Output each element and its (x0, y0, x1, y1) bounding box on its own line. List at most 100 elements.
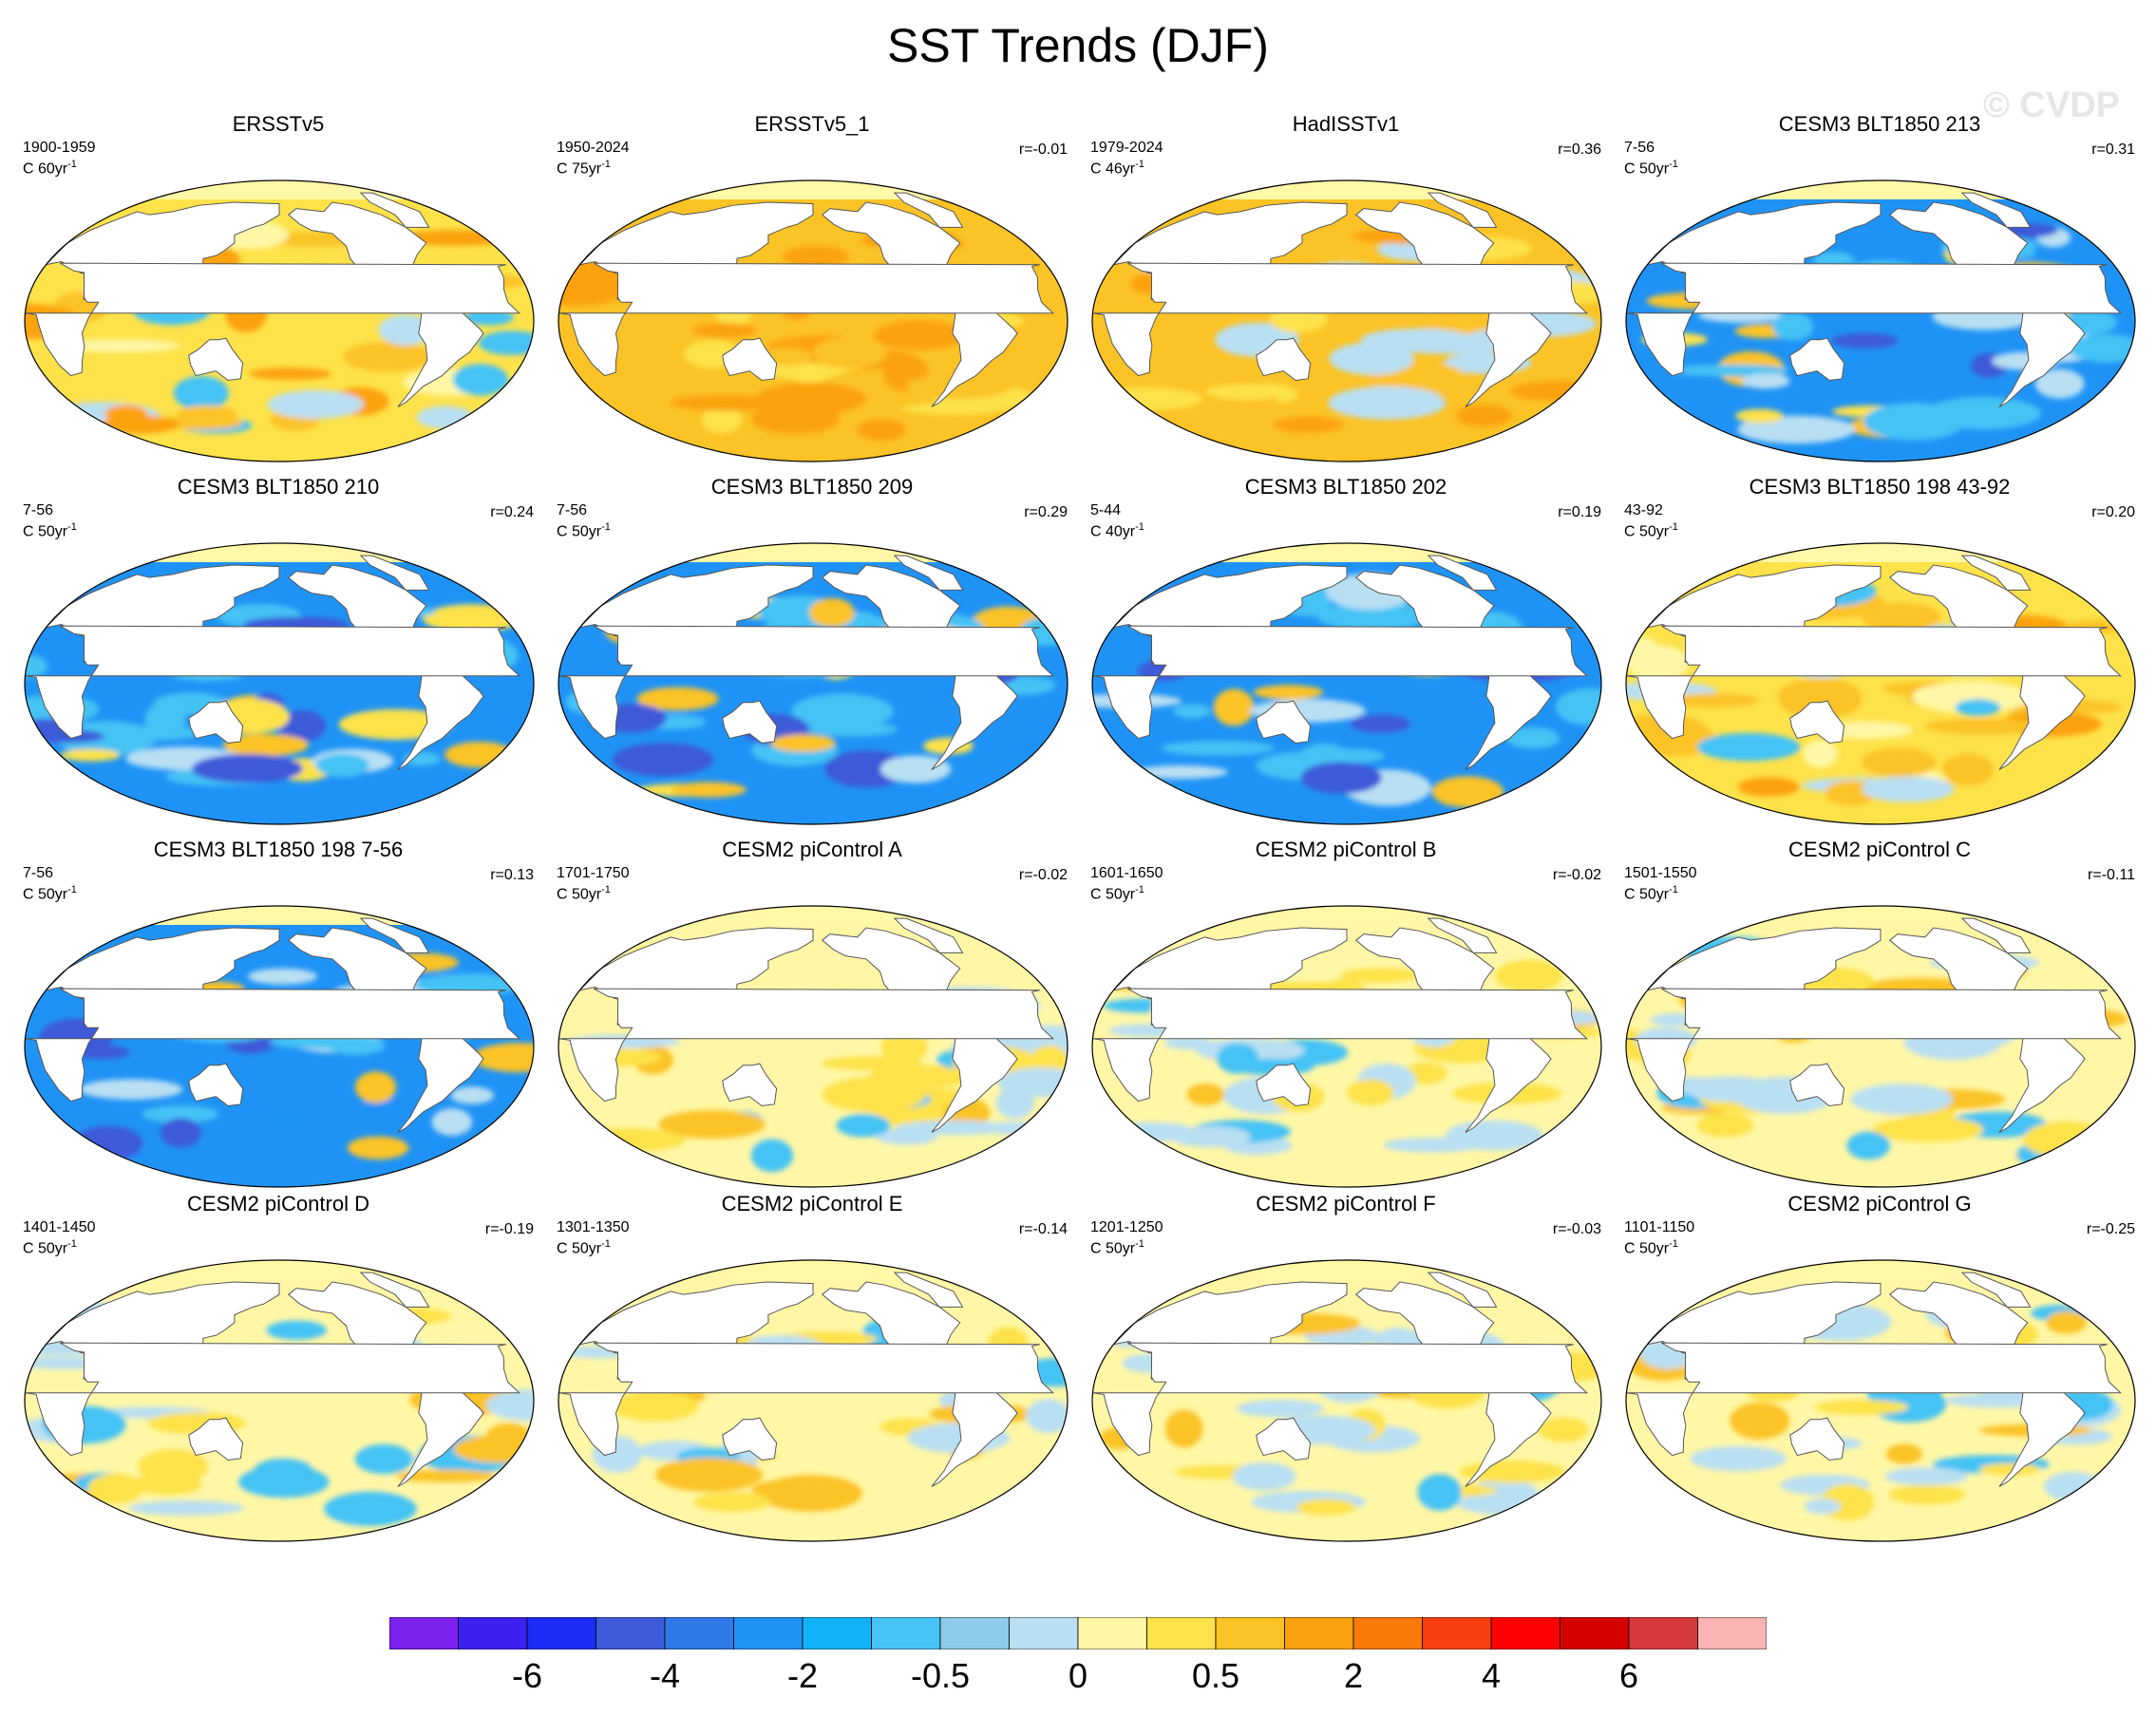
panel-title: ERSSTv5 (232, 112, 325, 136)
sst-anomaly-patch (1863, 403, 1966, 441)
panel-units: C 50yr-1 (557, 1238, 611, 1257)
sst-anomaly-patch (485, 1389, 534, 1422)
colorbar-tick-label: -2 (786, 1656, 819, 1695)
sst-trend-map (1625, 542, 2136, 825)
map-panel: CESM3 BLT1850 210 7-56 C 50yr-1 r=0.24 (11, 475, 545, 855)
sst-anomaly-patch (836, 1114, 891, 1138)
arctic-region (1092, 180, 1601, 199)
sst-anomaly-patch (266, 1320, 327, 1340)
sst-anomaly-patch (1505, 726, 1560, 749)
sst-anomaly-patch (1730, 1402, 1790, 1440)
map-border (1091, 179, 1602, 462)
map-panel: ERSSTv5 1900-1959 C 60yr-1 (11, 112, 545, 492)
greenland-landmass (1427, 192, 1498, 228)
australia-landmass (1789, 1063, 1845, 1107)
map-border (558, 1259, 1069, 1542)
sst-anomaly-patch (1431, 776, 1504, 808)
sst-anomaly-patch (1026, 1399, 1068, 1434)
colorbar-swatch (1352, 1617, 1423, 1649)
pattern-correlation: r=-0.02 (1552, 867, 1601, 883)
sst-anomaly-patch (1213, 688, 1255, 726)
colorbar-swatch (1077, 1617, 1147, 1649)
units-prefix: C (1090, 1240, 1106, 1257)
colorbar (389, 1617, 1767, 1649)
map-panel: CESM2 piControl A 1701-1750 C 50yr-1 r=-0.0… (545, 838, 1079, 1217)
map-panel: CESM2 piControl D 1401-1450 C 50yr-1 r=-0.1… (11, 1192, 545, 1572)
pattern-correlation: r=-0.11 (2088, 867, 2135, 883)
panel-units: C 50yr-1 (557, 884, 611, 903)
colorbar-swatch (664, 1617, 734, 1649)
arctic-region (25, 180, 534, 199)
australia-landmass (722, 1063, 778, 1107)
pattern-correlation: r=0.19 (1558, 504, 1601, 520)
units-period: 46yr (1106, 160, 1136, 178)
colorbar-swatch (1628, 1617, 1698, 1649)
units-prefix: C (557, 1240, 572, 1257)
sst-anomaly-patch (857, 419, 906, 442)
sst-trend-map (558, 179, 1069, 462)
map-border (24, 905, 535, 1188)
panel-period: 1950-2024 (557, 140, 630, 156)
australia-landmass (1256, 1417, 1312, 1461)
units-prefix: C (1624, 160, 1639, 178)
sst-anomaly-patch (808, 597, 855, 628)
africa-landmass (1092, 625, 1588, 740)
sst-anomaly-patch (1295, 1498, 1357, 1516)
map-panel: CESM2 piControl B 1601-1650 C 50yr-1 r=-0.0… (1079, 838, 1613, 1217)
sst-anomaly-patch (693, 1492, 771, 1513)
panel-units: C 50yr-1 (1624, 159, 1678, 178)
units-period: 50yr (572, 886, 602, 903)
colorbar-swatch (1697, 1617, 1767, 1649)
panel-units: C 50yr-1 (23, 1238, 77, 1257)
sst-anomaly-patch (1955, 699, 2001, 716)
sst-anomaly-patch (1340, 968, 1421, 983)
sst-anomaly-patch (1555, 688, 1601, 726)
units-period: 50yr (1639, 1240, 1670, 1257)
sst-anomaly-patch (472, 1043, 534, 1073)
panel-title: HadISSTv1 (1292, 112, 1400, 136)
sst-anomaly-patch (906, 373, 1013, 399)
africa-landmass (558, 262, 1054, 377)
sst-anomaly-patch (324, 1491, 417, 1527)
panel-period: 43-92 (1624, 502, 1663, 518)
panel-title: CESM3 BLT1850 202 (1244, 475, 1447, 499)
sst-anomaly-patch (2034, 368, 2085, 399)
sst-anomaly-patch (100, 415, 180, 434)
africa-landmass (1626, 1342, 2122, 1457)
greenland-landmass (359, 192, 430, 228)
panel-period: 1900-1959 (23, 140, 96, 156)
sst-anomaly-patch (1232, 1461, 1296, 1491)
colorbar-tick-label: 0 (1068, 1656, 1088, 1695)
africa-landmass (1626, 988, 2122, 1102)
panel-title: CESM3 BLT1850 213 (1778, 112, 1981, 136)
sst-anomaly-patch (73, 1125, 143, 1160)
units-period: 50yr (1639, 160, 1670, 178)
sst-trend-map (558, 542, 1069, 825)
sst-anomaly-patch (267, 389, 364, 419)
units-prefix: C (557, 160, 572, 178)
sst-anomaly-patch (1889, 1484, 1965, 1505)
sst-anomaly-patch (1092, 289, 1149, 318)
sst-anomaly-patch (1741, 373, 1790, 389)
panel-period: 1401-1450 (23, 1219, 96, 1235)
sst-anomaly-patch (1862, 776, 1955, 802)
panel-units: C 60yr-1 (23, 159, 77, 178)
colorbar-swatch (526, 1617, 596, 1649)
sst-anomaly-patch (1133, 764, 1228, 780)
sst-trend-map (1625, 179, 2136, 462)
pattern-correlation: r=-0.25 (2086, 1221, 2135, 1237)
panel-title: CESM2 piControl F (1256, 1192, 1436, 1216)
arctic-region (25, 906, 534, 925)
greenland-landmass (1960, 555, 2032, 591)
australia-landmass (188, 1063, 244, 1107)
sst-anomaly-patch (873, 320, 966, 350)
pattern-correlation: r=-0.03 (1552, 1221, 1601, 1237)
panel-title: ERSSTv5_1 (754, 112, 870, 136)
colorbar-swatch (1215, 1617, 1285, 1649)
map-border (1091, 905, 1602, 1188)
sst-anomaly-patch (80, 1079, 183, 1100)
greenland-landmass (359, 555, 430, 591)
panel-period: 7-56 (23, 865, 54, 881)
australia-landmass (188, 337, 244, 382)
colorbar-swatch (1560, 1617, 1630, 1649)
